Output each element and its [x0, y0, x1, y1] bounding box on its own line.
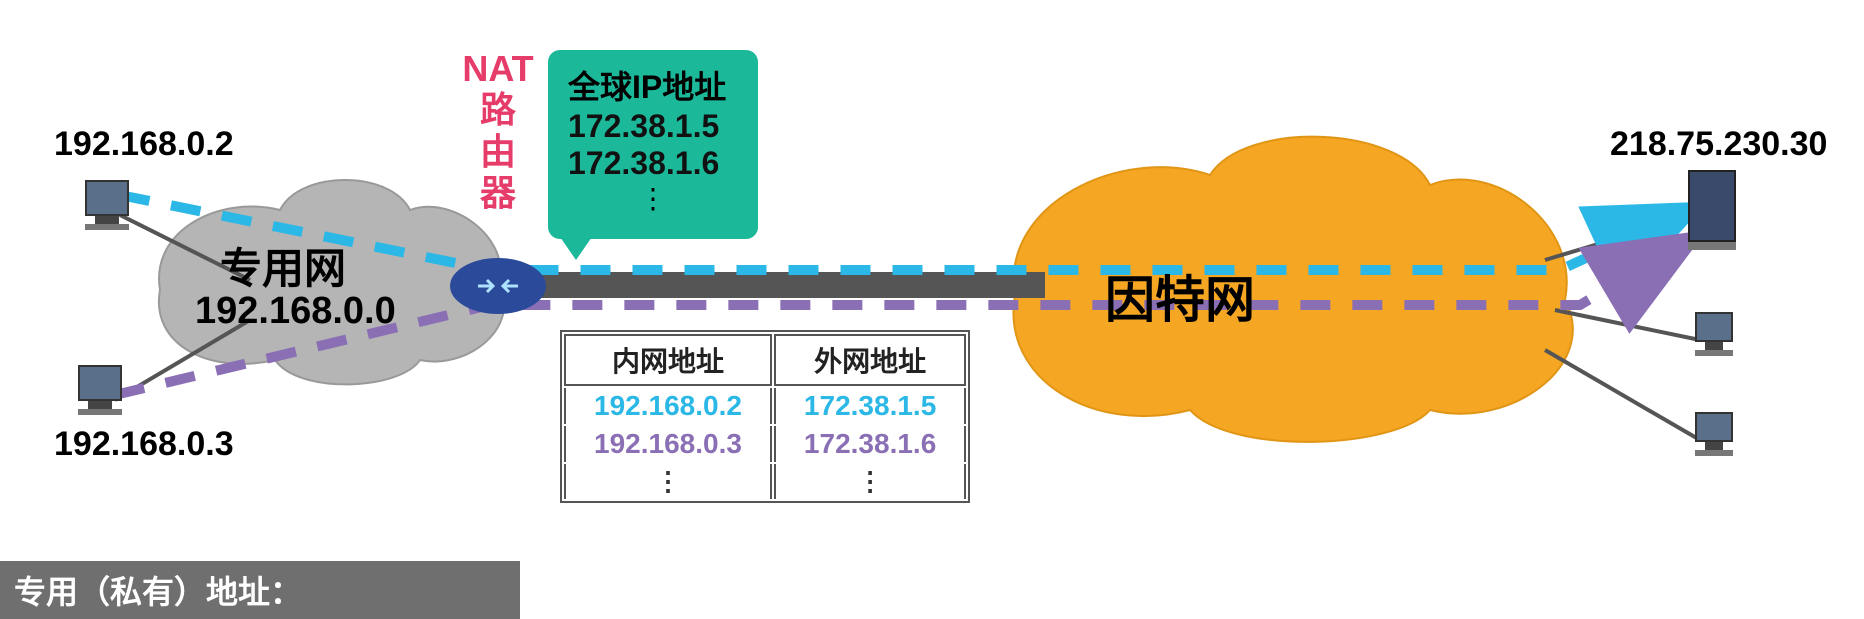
- wire: [1545, 350, 1700, 440]
- host-ip-left-bottom: 192.168.0.3: [54, 425, 234, 464]
- private-net-subnet: 192.168.0.0: [195, 290, 396, 333]
- nat-label-line1: NAT: [458, 48, 538, 89]
- table-row: 192.168.0.2 172.38.1.5: [564, 388, 966, 424]
- table-row: 192.168.0.3 172.38.1.6: [564, 426, 966, 462]
- host-icon: [78, 365, 138, 425]
- ip-pool-more: ⋮: [568, 182, 738, 215]
- host-icon: [85, 180, 145, 240]
- ip-pool-tail: [558, 234, 594, 260]
- nat-out: 172.38.1.5: [774, 388, 966, 424]
- internet-label: 因特网: [1105, 260, 1255, 332]
- nat-router-label: NAT 路由器: [458, 48, 538, 214]
- backbone-link: [525, 272, 1045, 298]
- footer-private-addr: 专用（私有）地址：: [0, 561, 520, 619]
- global-ip-pool: 全球IP地址 172.38.1.5 172.38.1.6 ⋮: [548, 50, 758, 239]
- server-ip: 218.75.230.30: [1610, 125, 1827, 164]
- private-net-label: 专用网: [220, 235, 346, 296]
- ip-pool-ip: 172.38.1.5: [568, 108, 738, 145]
- nat-in: 192.168.0.3: [564, 426, 772, 462]
- router-icon: [450, 258, 546, 314]
- host-icon: [1695, 312, 1755, 372]
- host-icon: [1695, 412, 1755, 472]
- server-icon: [1688, 170, 1736, 250]
- table-row: ⋮ ⋮: [564, 464, 966, 499]
- nat-more: ⋮: [564, 464, 772, 499]
- ip-pool-title: 全球IP地址: [568, 62, 738, 108]
- nat-table-col-external: 外网地址: [774, 334, 966, 386]
- nat-in: 192.168.0.2: [564, 388, 772, 424]
- nat-more: ⋮: [774, 464, 966, 499]
- nat-table: 内网地址 外网地址 192.168.0.2 172.38.1.5 192.168…: [560, 330, 970, 503]
- host-ip-left-top: 192.168.0.2: [54, 125, 234, 164]
- wire: [1555, 310, 1700, 340]
- nat-out: 172.38.1.6: [774, 426, 966, 462]
- internet-cloud: [1013, 137, 1572, 442]
- nat-table-col-internal: 内网地址: [564, 334, 772, 386]
- ip-pool-ip: 172.38.1.6: [568, 145, 738, 182]
